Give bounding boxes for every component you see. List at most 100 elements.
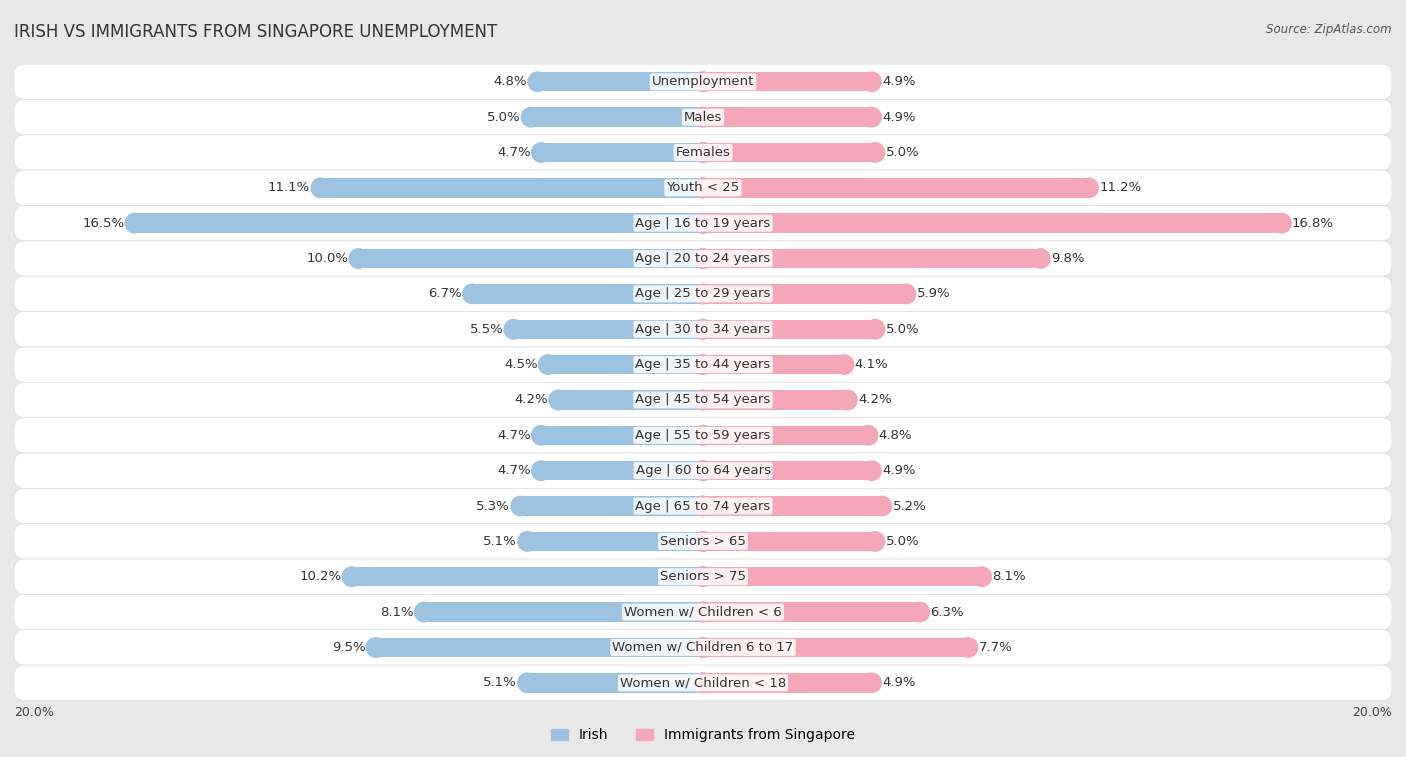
Circle shape (693, 637, 713, 657)
Circle shape (866, 143, 884, 162)
Circle shape (693, 603, 713, 621)
Circle shape (693, 603, 713, 621)
FancyBboxPatch shape (14, 630, 1392, 665)
Circle shape (693, 497, 713, 516)
Circle shape (693, 567, 713, 587)
Bar (558, 391, 703, 410)
Text: Unemployment: Unemployment (652, 75, 754, 89)
Text: Seniors > 75: Seniors > 75 (659, 570, 747, 583)
Text: Females: Females (675, 146, 731, 159)
Circle shape (522, 107, 540, 127)
Text: 5.9%: 5.9% (917, 288, 950, 301)
Text: 4.7%: 4.7% (498, 428, 531, 442)
FancyBboxPatch shape (14, 64, 1392, 99)
Text: Women w/ Children < 6: Women w/ Children < 6 (624, 606, 782, 618)
Circle shape (862, 461, 882, 481)
Bar (541, 425, 703, 445)
Text: 5.2%: 5.2% (893, 500, 927, 512)
Circle shape (510, 497, 530, 516)
Circle shape (693, 461, 713, 481)
Text: Age | 20 to 24 years: Age | 20 to 24 years (636, 252, 770, 265)
Text: 4.9%: 4.9% (882, 464, 915, 477)
Text: Youth < 25: Youth < 25 (666, 182, 740, 195)
Bar (703, 425, 869, 445)
FancyBboxPatch shape (14, 312, 1392, 347)
Bar (703, 72, 872, 92)
Text: 10.2%: 10.2% (299, 570, 342, 583)
Text: 4.5%: 4.5% (503, 358, 537, 371)
FancyBboxPatch shape (14, 276, 1392, 312)
Circle shape (693, 567, 713, 587)
FancyBboxPatch shape (14, 99, 1392, 135)
Circle shape (415, 603, 433, 621)
Circle shape (693, 461, 713, 481)
FancyBboxPatch shape (14, 418, 1392, 453)
Text: 11.1%: 11.1% (269, 182, 311, 195)
Text: 8.1%: 8.1% (380, 606, 413, 618)
Circle shape (693, 284, 713, 304)
Circle shape (873, 497, 891, 516)
Bar (520, 497, 703, 516)
FancyBboxPatch shape (14, 559, 1392, 594)
Bar (703, 673, 872, 693)
Circle shape (838, 391, 858, 410)
Bar (703, 249, 1040, 268)
Circle shape (531, 425, 551, 445)
Text: Age | 35 to 44 years: Age | 35 to 44 years (636, 358, 770, 371)
Bar (359, 249, 703, 268)
Text: 5.0%: 5.0% (886, 535, 920, 548)
Text: 5.1%: 5.1% (484, 676, 517, 690)
Circle shape (548, 391, 568, 410)
Circle shape (862, 72, 882, 92)
Circle shape (693, 673, 713, 693)
Circle shape (463, 284, 482, 304)
FancyBboxPatch shape (14, 665, 1392, 700)
FancyBboxPatch shape (14, 382, 1392, 418)
Text: 11.2%: 11.2% (1099, 182, 1142, 195)
Circle shape (693, 497, 713, 516)
Circle shape (693, 178, 713, 198)
Circle shape (693, 284, 713, 304)
Bar (703, 319, 875, 339)
Circle shape (862, 673, 882, 693)
Bar (541, 143, 703, 162)
Circle shape (311, 178, 330, 198)
Circle shape (693, 531, 713, 551)
Circle shape (693, 107, 713, 127)
Text: 4.7%: 4.7% (498, 464, 531, 477)
Text: Women w/ Children < 18: Women w/ Children < 18 (620, 676, 786, 690)
Text: Women w/ Children 6 to 17: Women w/ Children 6 to 17 (613, 641, 793, 654)
Text: Age | 65 to 74 years: Age | 65 to 74 years (636, 500, 770, 512)
Text: 4.8%: 4.8% (879, 428, 912, 442)
Circle shape (367, 637, 385, 657)
Text: 4.9%: 4.9% (882, 75, 915, 89)
Text: 8.1%: 8.1% (993, 570, 1026, 583)
Bar (703, 531, 875, 551)
Text: 5.5%: 5.5% (470, 322, 503, 336)
Text: 5.0%: 5.0% (886, 146, 920, 159)
Bar (537, 72, 703, 92)
Bar (703, 107, 872, 127)
Circle shape (693, 391, 713, 410)
FancyBboxPatch shape (14, 347, 1392, 382)
Bar (703, 391, 848, 410)
Circle shape (342, 567, 361, 587)
Text: 4.8%: 4.8% (494, 75, 527, 89)
Circle shape (693, 425, 713, 445)
FancyBboxPatch shape (14, 241, 1392, 276)
Text: 6.7%: 6.7% (429, 288, 461, 301)
Circle shape (531, 461, 551, 481)
Bar (375, 637, 703, 657)
Bar (703, 603, 920, 621)
Circle shape (693, 143, 713, 162)
Bar (703, 637, 969, 657)
Circle shape (862, 107, 882, 127)
Text: 5.0%: 5.0% (486, 111, 520, 123)
Circle shape (531, 143, 551, 162)
Circle shape (693, 213, 713, 233)
Circle shape (911, 603, 929, 621)
Bar (352, 567, 703, 587)
Text: 6.3%: 6.3% (931, 606, 965, 618)
Text: Age | 25 to 29 years: Age | 25 to 29 years (636, 288, 770, 301)
Bar (531, 107, 703, 127)
